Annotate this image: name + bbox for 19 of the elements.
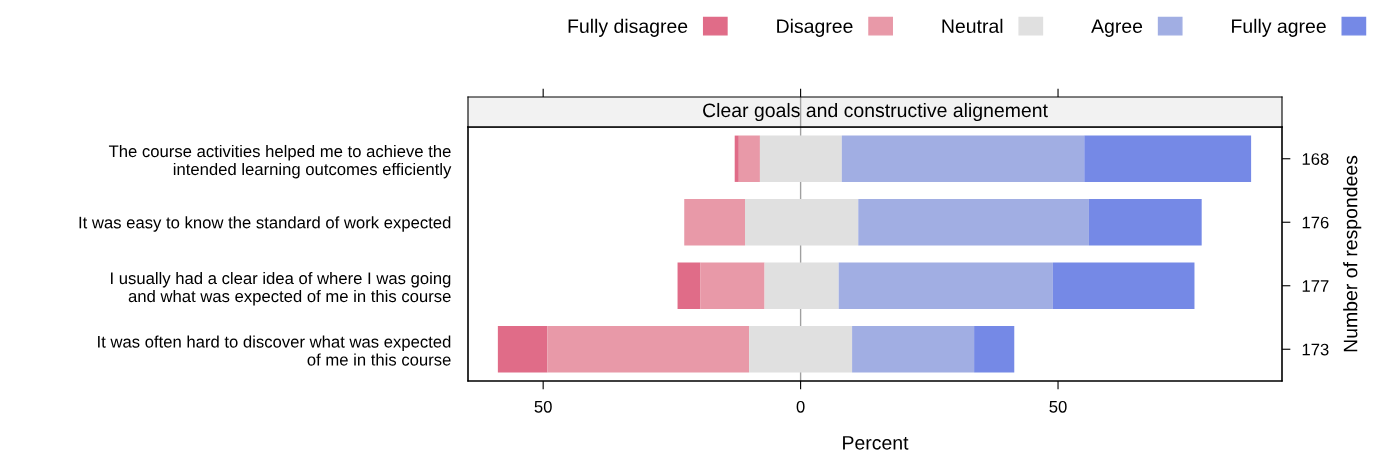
y-tick-label: I usually had a clear idea of where I was going and what was expected of me in this course <box>111 271 451 306</box>
legend-label: Fully agree <box>1232 18 1326 37</box>
y2-tick-label: 176 <box>1302 216 1329 229</box>
chart-title: Clear goals and constructive alignement <box>703 102 1048 122</box>
y2-tick-label: 173 <box>1302 343 1329 356</box>
y-tick-label: The course activities helped me to achieve the intended learning outcomes efficiently <box>108 144 452 179</box>
x-tick-label: 50 <box>1049 400 1067 413</box>
legend-label: Disagree <box>777 18 853 37</box>
x-tick-label: 0 <box>796 400 805 413</box>
y-tick-label: It was easy to know the standard of work expected <box>79 216 451 232</box>
y-tick-label: It was often hard to discover what was expected of me in this course <box>98 335 451 366</box>
legend-label: Agree <box>1091 19 1143 37</box>
legend-label: Neutral <box>942 18 1003 34</box>
x-tick-label: 50 <box>534 400 552 413</box>
x-axis-title: Percent <box>843 436 909 450</box>
y2-tick-label: 177 <box>1302 280 1329 292</box>
y2-axis-title: Number of respondees <box>1343 155 1362 352</box>
legend-label: Fully disagree <box>568 18 688 37</box>
y2-tick-label: 168 <box>1302 153 1329 165</box>
